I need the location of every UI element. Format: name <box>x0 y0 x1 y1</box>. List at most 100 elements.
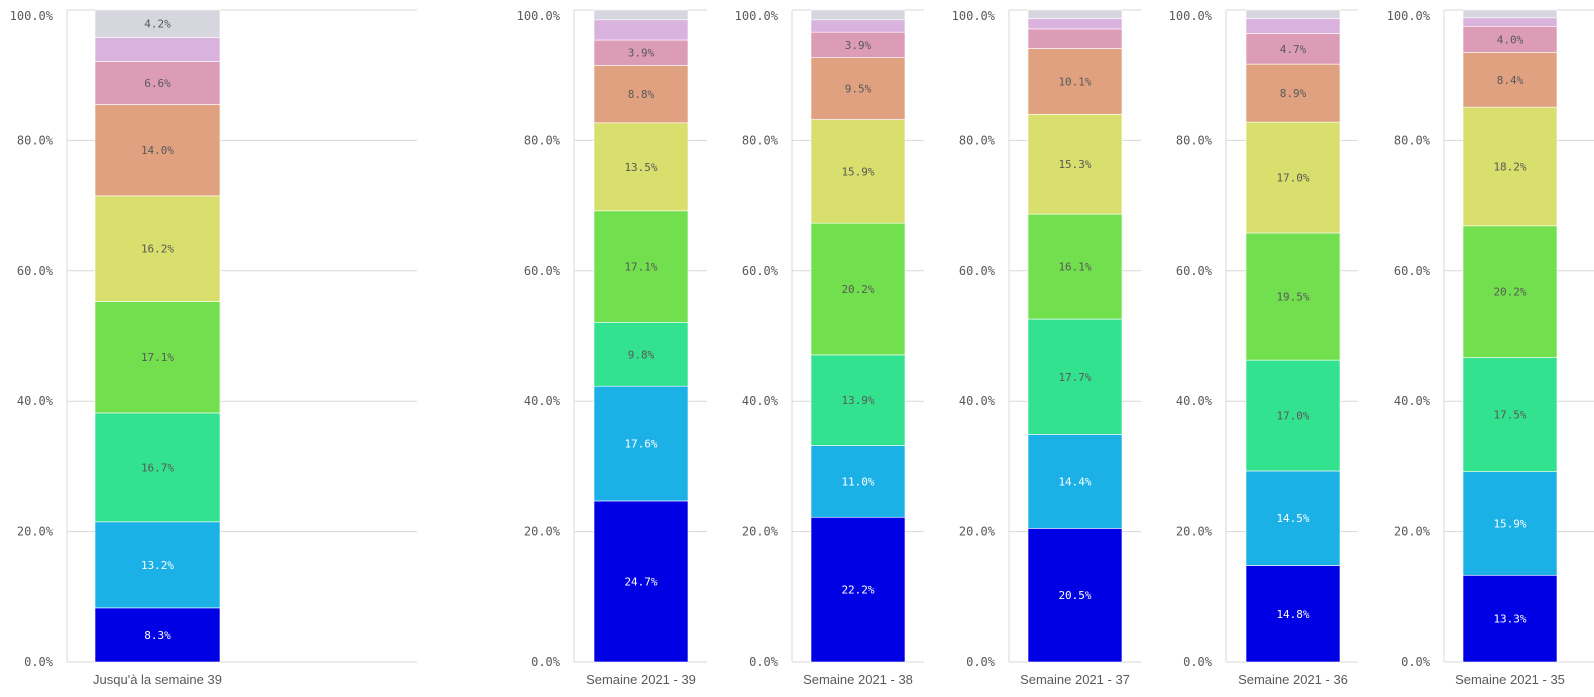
bar-segment[interactable] <box>1245 9 1341 19</box>
bar-segment[interactable] <box>1245 232 1341 361</box>
bar-segment[interactable] <box>1245 565 1341 663</box>
y-tick-label: 40.0% <box>1394 394 1431 408</box>
y-tick-label: 20.0% <box>1176 525 1213 539</box>
bar-segment[interactable] <box>94 37 221 62</box>
bar-segment[interactable] <box>94 301 221 414</box>
data-label: 3.9% <box>628 47 655 60</box>
bar-segment[interactable] <box>1027 528 1123 663</box>
bar-segment[interactable] <box>94 195 221 302</box>
data-label: 15.3% <box>1058 158 1091 171</box>
bar-segment[interactable] <box>94 61 221 105</box>
bar-segment[interactable] <box>94 607 221 663</box>
y-tick-label: 100.0% <box>10 9 54 23</box>
bar-segment[interactable] <box>1462 52 1558 108</box>
y-tick-label: 60.0% <box>17 264 54 278</box>
data-label: 14.0% <box>141 144 174 157</box>
data-label: 17.5% <box>1493 409 1526 422</box>
y-tick-label: 20.0% <box>17 525 54 539</box>
bar-segment[interactable] <box>1245 470 1341 566</box>
y-tick-label: 0.0% <box>966 655 996 669</box>
bar-segment[interactable] <box>1245 359 1341 472</box>
data-label: 20.2% <box>1493 286 1526 299</box>
data-label: 17.0% <box>1276 172 1309 185</box>
bar-segment[interactable] <box>1245 33 1341 65</box>
y-tick-label: 60.0% <box>1176 264 1213 278</box>
bar-segment[interactable] <box>1462 471 1558 576</box>
bar-segment[interactable] <box>1027 213 1123 320</box>
y-tick-label: 0.0% <box>749 655 779 669</box>
x-category-label: Semaine 2021 - 36 <box>1238 672 1348 687</box>
x-category-label: Semaine 2021 - 35 <box>1455 672 1565 687</box>
y-tick-label: 0.0% <box>531 655 561 669</box>
y-tick-label: 80.0% <box>524 133 561 147</box>
data-label: 4.7% <box>1280 43 1307 56</box>
bar-segment[interactable] <box>593 65 689 124</box>
data-label: 8.4% <box>1497 74 1524 87</box>
data-label: 3.9% <box>845 39 872 52</box>
bar-segment[interactable] <box>810 19 906 33</box>
data-label: 10.1% <box>1058 75 1091 88</box>
bar-segment[interactable] <box>1462 17 1558 27</box>
bar-segment[interactable] <box>810 57 906 120</box>
data-label: 17.1% <box>624 261 657 274</box>
data-label: 16.1% <box>1058 261 1091 274</box>
y-tick-label: 80.0% <box>17 133 54 147</box>
chart-panel: 0.0% 20.0% 40.0% 60.0% 80.0% 100.0% 8.3% 13.2% 1… <box>10 9 417 687</box>
data-label: 8.9% <box>1280 87 1307 100</box>
data-label: 16.7% <box>141 461 174 474</box>
bar-segment[interactable] <box>1245 18 1341 34</box>
y-tick-label: 0.0% <box>1183 655 1213 669</box>
data-label: 13.9% <box>841 394 874 407</box>
bar-segment[interactable] <box>1027 318 1123 435</box>
data-label: 20.5% <box>1058 589 1091 602</box>
bar-segment[interactable] <box>810 9 906 21</box>
bar-segment[interactable] <box>94 412 221 523</box>
bar-segment[interactable] <box>1245 63 1341 123</box>
bar-segment[interactable] <box>1462 9 1558 19</box>
bar-segment[interactable] <box>1027 114 1123 215</box>
bar-segment[interactable] <box>94 521 221 609</box>
data-label: 11.0% <box>841 475 874 488</box>
chart-panel: 0.0% 20.0% 40.0% 60.0% 80.0% 100.0% 22.2% 11.0%… <box>735 9 924 687</box>
bar-segment[interactable] <box>1027 28 1123 49</box>
bar-segment[interactable] <box>1027 9 1123 19</box>
x-category-label: Semaine 2021 - 38 <box>803 672 913 687</box>
bar-segment[interactable] <box>593 122 689 212</box>
y-tick-label: 80.0% <box>959 133 996 147</box>
y-tick-label: 0.0% <box>1401 655 1431 669</box>
bar-segment[interactable] <box>810 516 906 663</box>
bar-segment[interactable] <box>593 210 689 323</box>
bar-segment[interactable] <box>1027 18 1123 30</box>
data-label: 14.5% <box>1276 512 1309 525</box>
bar-segment[interactable] <box>1027 434 1123 529</box>
y-tick-label: 80.0% <box>1394 133 1431 147</box>
bar-segment[interactable] <box>1462 357 1558 472</box>
bar-segment[interactable] <box>810 354 906 446</box>
bar-segment[interactable] <box>593 9 689 21</box>
bar-segment[interactable] <box>94 9 221 38</box>
bar-segment[interactable] <box>1027 48 1123 115</box>
bar-segment[interactable] <box>593 322 689 387</box>
bar-segment[interactable] <box>810 222 906 356</box>
bar-segment[interactable] <box>593 385 689 502</box>
chart-panel: 0.0% 20.0% 40.0% 60.0% 80.0% 100.0% 24.7% 17.6%… <box>517 9 707 687</box>
bar-segment[interactable] <box>810 119 906 224</box>
bar-segment[interactable] <box>593 19 689 41</box>
bar-segment[interactable] <box>593 39 689 66</box>
y-tick-label: 20.0% <box>959 525 996 539</box>
y-tick-label: 0.0% <box>24 655 54 669</box>
x-category-label: Semaine 2021 - 39 <box>586 672 696 687</box>
y-tick-label: 100.0% <box>1387 9 1431 23</box>
data-label: 22.2% <box>841 584 874 597</box>
bar-segment[interactable] <box>94 104 221 197</box>
y-tick-label: 20.0% <box>524 525 561 539</box>
bar-segment[interactable] <box>1462 225 1558 358</box>
bar-segment[interactable] <box>593 500 689 663</box>
bar-segment[interactable] <box>810 31 906 58</box>
x-category-label: Jusqu'à la semaine 39 <box>93 672 222 687</box>
data-label: 4.2% <box>144 18 171 31</box>
y-tick-label: 100.0% <box>517 9 561 23</box>
y-tick-label: 40.0% <box>524 394 561 408</box>
bar-segment[interactable] <box>810 445 906 518</box>
y-tick-label: 80.0% <box>742 133 779 147</box>
